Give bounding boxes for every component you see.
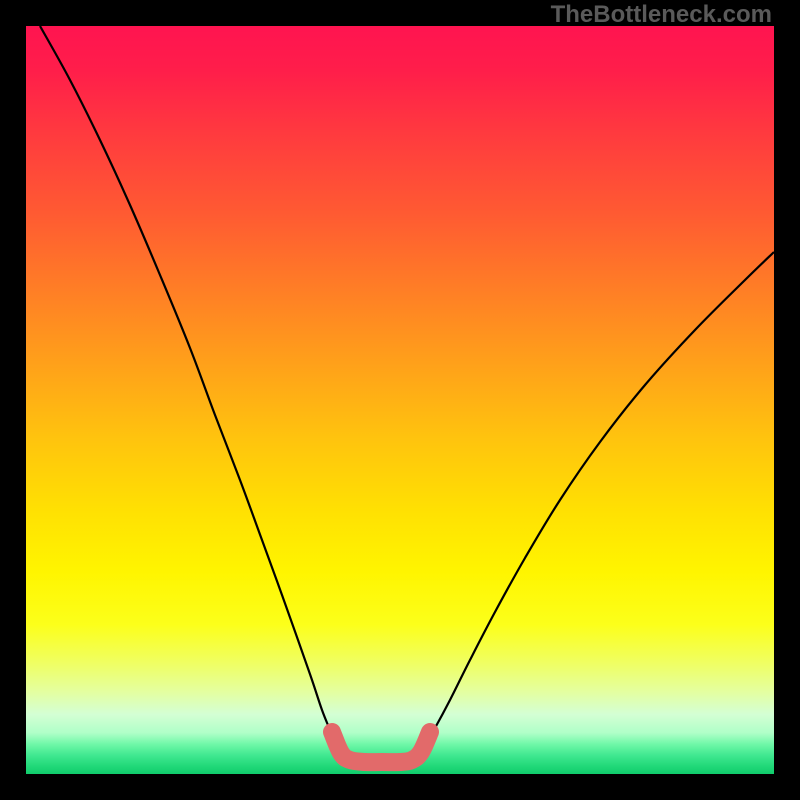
curves-layer [26, 26, 774, 774]
curve-right [418, 252, 774, 753]
plot-area [26, 26, 774, 774]
watermark-text: TheBottleneck.com [551, 1, 772, 29]
curve-bottom-highlight [332, 732, 430, 762]
curve-left [40, 26, 341, 753]
chart-container: { "chart": { "type": "line", "canvas": {… [0, 0, 800, 800]
